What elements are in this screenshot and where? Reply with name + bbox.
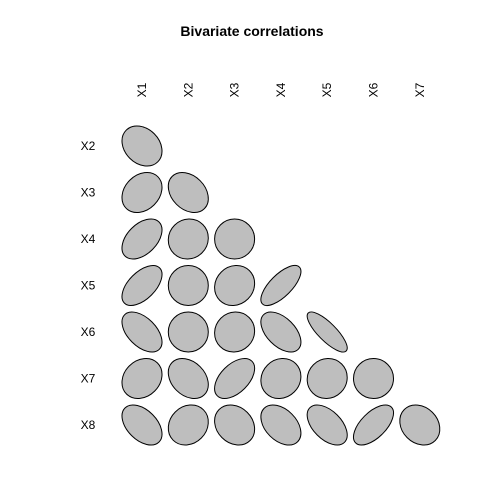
ellipse-x7-x6	[353, 358, 394, 399]
ellipse-x4-x1	[121, 218, 163, 260]
ellipse-x5-x2	[167, 265, 209, 306]
ellipse-x8-x6	[352, 404, 395, 446]
ellipse-x4-x3	[214, 218, 256, 260]
ellipse-x6-x2	[167, 311, 209, 353]
column-label-x5: X5	[320, 82, 334, 97]
row-label-x6: X6	[81, 325, 96, 339]
row-label-x8: X8	[81, 418, 96, 432]
ellipse-x8-x3	[214, 404, 256, 446]
column-label-x6: X6	[367, 82, 381, 97]
ellipse-x2-x1	[121, 125, 163, 167]
ellipse-x3-x1	[121, 172, 163, 213]
ellipse-x8-x2	[167, 404, 209, 446]
column-label-x1: X1	[135, 82, 149, 97]
row-labels: X2 X3 X4 X5 X6 X7 X8	[81, 139, 96, 432]
ellipse-x5-x1	[121, 264, 163, 307]
column-label-x4: X4	[274, 82, 288, 97]
column-label-x2: X2	[181, 82, 195, 97]
ellipse-x7-x2	[167, 358, 209, 399]
ellipse-x8-x5	[306, 404, 348, 446]
ellipse-x7-x4	[260, 357, 302, 400]
chart-title: Bivariate correlations	[180, 23, 323, 39]
ellipse-x6-x5	[306, 311, 348, 353]
ellipse-x8-x1	[121, 404, 163, 446]
ellipse-x5-x4	[260, 264, 302, 307]
ellipse-x8-x7	[399, 404, 441, 446]
row-label-x5: X5	[81, 279, 96, 293]
ellipse-x8-x4	[260, 404, 302, 446]
ellipse-x6-x3	[214, 311, 256, 353]
row-label-x3: X3	[81, 186, 96, 200]
ellipse-cells	[121, 125, 441, 446]
ellipse-x4-x2	[167, 218, 209, 260]
row-label-x7: X7	[81, 372, 96, 386]
ellipse-x7-x5	[306, 358, 348, 399]
ellipse-x6-x4	[260, 311, 302, 353]
ellipse-x5-x3	[214, 264, 256, 307]
column-label-x7: X7	[413, 82, 427, 97]
column-labels: X1 X2 X3 X4 X5 X6 X7	[135, 82, 427, 97]
ellipse-x6-x1	[121, 311, 163, 353]
ellipse-x3-x2	[167, 172, 209, 213]
row-label-x2: X2	[81, 139, 96, 153]
ellipse-x7-x3	[214, 358, 256, 399]
ellipse-x7-x1	[121, 357, 163, 400]
row-label-x4: X4	[81, 232, 96, 246]
column-label-x3: X3	[228, 82, 242, 97]
